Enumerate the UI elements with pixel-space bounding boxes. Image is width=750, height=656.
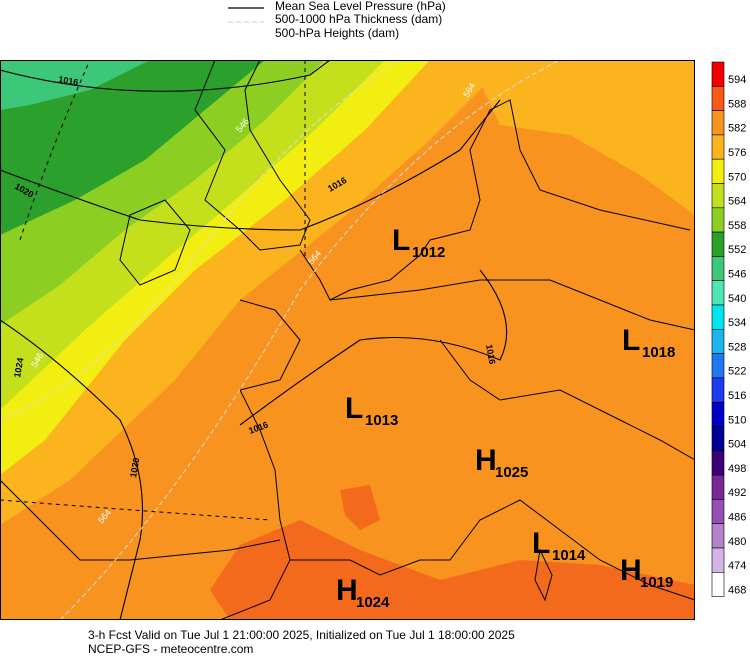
colorbar-label: 558 bbox=[728, 220, 746, 232]
colorbar-label: 540 bbox=[728, 293, 746, 305]
field bbox=[470, 60, 695, 215]
colorbar-label: 522 bbox=[728, 366, 746, 378]
pressure-center-type: L bbox=[392, 224, 410, 257]
pressure-center-type: L bbox=[345, 392, 363, 425]
pressure-center-type: L bbox=[622, 324, 640, 357]
colorbar-box bbox=[711, 523, 725, 549]
coastlines bbox=[0, 60, 695, 620]
field bbox=[210, 520, 695, 620]
pressure-center-value: 1013 bbox=[365, 412, 398, 429]
isobar-label: 1016 bbox=[58, 74, 79, 87]
colorbar-box bbox=[711, 134, 725, 160]
colorbar-box bbox=[711, 377, 725, 403]
colorbar-box bbox=[711, 231, 725, 257]
pressure-center-type: H bbox=[475, 444, 497, 477]
colorbar-label: 582 bbox=[728, 123, 746, 135]
colorbar-box bbox=[711, 256, 725, 281]
colorbar-label: 468 bbox=[728, 584, 746, 596]
legend: Mean Sea Level Pressure (hPa) 500-1000 h… bbox=[228, 0, 446, 40]
colorbar-box bbox=[711, 450, 725, 476]
map-frame bbox=[0, 60, 695, 620]
colorbar-box bbox=[711, 183, 725, 209]
colorbar-box bbox=[711, 86, 725, 111]
colorbar-label: 492 bbox=[728, 487, 746, 499]
isobar-label: 1020 bbox=[128, 457, 141, 478]
colorbar-box bbox=[711, 499, 725, 524]
field bbox=[0, 60, 265, 235]
pressure-center-type: L bbox=[532, 527, 550, 560]
pressure-center-value: 1024 bbox=[356, 594, 390, 611]
colorbar-box bbox=[711, 401, 725, 427]
colorbar-label: 528 bbox=[728, 341, 746, 353]
colorbar-label: 516 bbox=[728, 390, 746, 402]
pressure-center-value: 1014 bbox=[552, 547, 586, 564]
pressure-center-value: 1025 bbox=[495, 464, 528, 481]
field bbox=[340, 485, 380, 530]
pressure-center-value: 1019 bbox=[640, 574, 673, 591]
colorbar-box bbox=[711, 280, 725, 306]
isobars bbox=[0, 60, 508, 620]
colorbar-box bbox=[711, 158, 725, 184]
colorbar-label: 486 bbox=[728, 511, 746, 523]
colorbar-box bbox=[711, 426, 725, 452]
pressure-center-value: 1018 bbox=[642, 344, 675, 361]
colorbar-label: 552 bbox=[728, 244, 746, 256]
colorbar-box bbox=[711, 207, 725, 233]
colorbar-label: 564 bbox=[728, 196, 746, 208]
isobar-label: 1016 bbox=[484, 344, 497, 365]
colorbar-box bbox=[711, 110, 725, 136]
colorbar-label: 504 bbox=[728, 439, 746, 451]
colorbar-label: 588 bbox=[728, 98, 746, 110]
colorbar-box bbox=[711, 304, 725, 330]
pressure-center-value: 1012 bbox=[412, 244, 445, 261]
colorbar-box bbox=[711, 328, 725, 354]
isobar-label: 1024 bbox=[12, 357, 25, 378]
colorbar-label: 510 bbox=[728, 414, 746, 426]
legend-text: Mean Sea Level Pressure (hPa) bbox=[275, 0, 446, 13]
height-lines bbox=[0, 60, 306, 521]
colorbar-box bbox=[711, 474, 725, 500]
colorbar-label: 474 bbox=[728, 560, 746, 572]
pressure-center-type: H bbox=[336, 574, 358, 607]
pressure-center-type: H bbox=[620, 554, 642, 587]
colorbar-label: 570 bbox=[728, 171, 746, 183]
footer-text: 3-h Fcst Valid on Tue Jul 1 21:00:00 202… bbox=[88, 628, 515, 642]
colorbar-label: 594 bbox=[728, 74, 746, 86]
colorbar-label: 498 bbox=[728, 463, 746, 475]
colorbar: 594 588 582 576 570 564 558 552 546 540 534 528 522 5… bbox=[711, 61, 746, 597]
footer-text: NCEP-GFS - meteocentre.com bbox=[88, 642, 253, 656]
colorbar-box bbox=[711, 547, 725, 573]
colorbar-box bbox=[711, 571, 725, 597]
colorbar-box bbox=[711, 353, 725, 379]
legend-text: 500-hPa Heights (dam) bbox=[275, 26, 399, 40]
map-field bbox=[0, 60, 695, 620]
thickness-lines bbox=[0, 60, 561, 620]
legend-text: 500-1000 hPa Thickness (dam) bbox=[275, 12, 442, 26]
colorbar-label: 576 bbox=[728, 147, 746, 159]
colorbar-label: 546 bbox=[728, 268, 746, 280]
colorbar-label: 480 bbox=[728, 536, 746, 548]
colorbar-label: 534 bbox=[728, 317, 746, 329]
colorbar-box bbox=[711, 61, 725, 87]
